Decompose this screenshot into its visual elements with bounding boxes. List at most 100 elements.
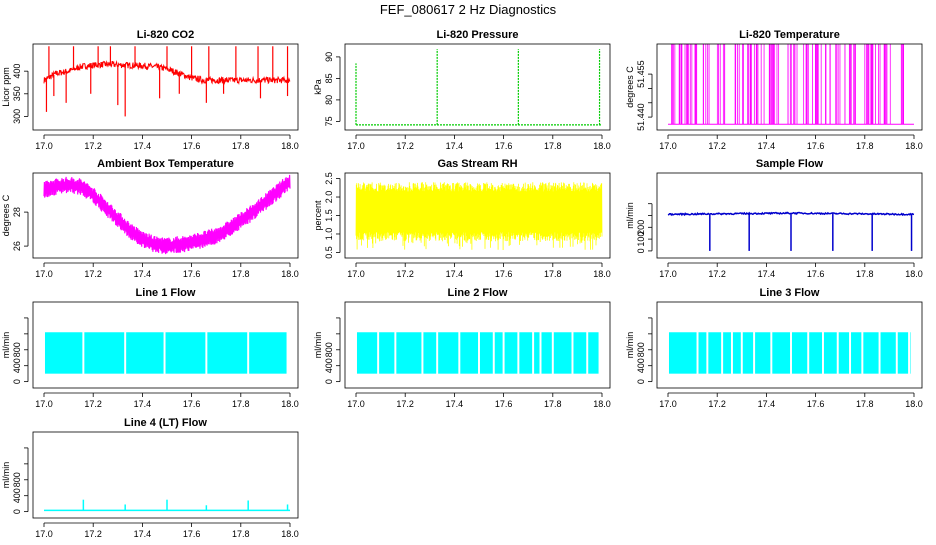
x-tick-label: 17.4 [134, 141, 152, 151]
chart-title: Li-820 Pressure [437, 29, 519, 41]
x-tick-label: 18.0 [593, 269, 611, 279]
x-tick-label: 17.0 [347, 399, 365, 409]
chart-title: Line 4 (LT) Flow [124, 417, 207, 429]
plot-frame [657, 173, 922, 258]
y-tick-label: 51.455 [636, 60, 646, 88]
y-axis-label: ml/min [625, 332, 635, 359]
x-tick-label: 17.8 [544, 269, 562, 279]
x-tick-label: 17.8 [856, 141, 874, 151]
chart-plot-area [669, 332, 911, 373]
flow-band [863, 332, 878, 373]
flow-band [772, 332, 790, 373]
y-tick-label: 26 [12, 241, 22, 251]
y-axis-label: degrees C [1, 194, 11, 236]
flow-band [898, 332, 908, 373]
x-tick-label: 17.8 [232, 141, 250, 151]
flow-band [588, 332, 598, 373]
x-tick-label: 17.4 [446, 141, 464, 151]
x-tick-label: 17.4 [446, 269, 464, 279]
x-tick-label: 17.0 [659, 399, 677, 409]
flow-band [166, 332, 206, 373]
chart-title: Sample Flow [756, 158, 824, 170]
flow-band [573, 332, 586, 373]
chart-title: Line 2 Flow [448, 287, 508, 299]
x-tick-label: 17.6 [807, 399, 825, 409]
x-tick-label: 18.0 [281, 141, 299, 151]
flow-band [396, 332, 421, 373]
flow-band [45, 332, 82, 373]
flow-band [519, 332, 532, 373]
plot-frame [33, 432, 298, 518]
chart-title: Ambient Box Temperature [97, 158, 234, 170]
x-tick-label: 17.2 [84, 141, 102, 151]
flow-band [881, 332, 896, 373]
x-tick-label: 17.0 [659, 141, 677, 151]
y-tick-label: 800 [12, 342, 22, 357]
y-tick-label: 0 [636, 379, 646, 384]
flow-band [438, 332, 458, 373]
flow-band [792, 332, 807, 373]
y-tick-label: 1.5 [324, 209, 334, 222]
x-tick-label: 17.8 [544, 141, 562, 151]
x-tick-label: 17.2 [396, 399, 414, 409]
x-tick-label: 17.6 [183, 269, 201, 279]
chart-title: Li-820 CO2 [137, 29, 194, 41]
chart-title: Li-820 Temperature [739, 29, 840, 41]
chart-plot-area [44, 46, 290, 116]
x-tick-label: 17.8 [232, 529, 250, 539]
x-tick-label: 17.2 [708, 269, 726, 279]
x-tick-label: 17.4 [758, 141, 776, 151]
x-tick-label: 17.2 [708, 141, 726, 151]
plot-frame [345, 44, 610, 130]
chart-plot-area [44, 175, 290, 254]
x-tick-label: 17.4 [758, 399, 776, 409]
y-tick-label: 200 [636, 220, 646, 235]
y-tick-label: 0.5 [324, 246, 334, 259]
x-tick-label: 17.2 [708, 399, 726, 409]
y-tick-label: 1.0 [324, 228, 334, 241]
flow-band [755, 332, 770, 373]
x-tick-label: 18.0 [593, 141, 611, 151]
x-tick-label: 17.6 [495, 141, 513, 151]
flow-band [669, 332, 697, 373]
y-tick-label: 75 [324, 116, 334, 126]
y-tick-label: 90 [324, 52, 334, 62]
flow-band [84, 332, 124, 373]
x-tick-label: 17.2 [396, 269, 414, 279]
y-tick-label: 0 [324, 379, 334, 384]
flow-band [743, 332, 753, 373]
flow-band [249, 332, 286, 373]
y-tick-label: 0 [12, 509, 22, 514]
y-tick-label: 2.0 [324, 191, 334, 204]
x-tick-label: 17.2 [84, 399, 102, 409]
x-tick-label: 18.0 [281, 529, 299, 539]
y-axis-label: ml/min [1, 462, 11, 489]
x-tick-label: 17.4 [758, 269, 776, 279]
x-tick-label: 18.0 [281, 269, 299, 279]
y-tick-label: 400 [324, 358, 334, 373]
flow-band [460, 332, 478, 373]
chart-plot-area [356, 182, 602, 250]
rh-series [356, 182, 602, 250]
flow-band [699, 332, 707, 373]
x-tick-label: 17.6 [183, 141, 201, 151]
x-tick-label: 17.0 [35, 399, 53, 409]
y-axis-label: degrees C [625, 66, 635, 108]
x-tick-label: 17.8 [856, 269, 874, 279]
flow-band [423, 332, 436, 373]
y-axis-label: kPa [313, 79, 323, 95]
x-tick-label: 17.0 [35, 529, 53, 539]
y-tick-label: 400 [12, 358, 22, 373]
flow-band [379, 332, 394, 373]
x-tick-label: 17.4 [134, 269, 152, 279]
flow-band [851, 332, 861, 373]
x-tick-label: 17.6 [495, 399, 513, 409]
